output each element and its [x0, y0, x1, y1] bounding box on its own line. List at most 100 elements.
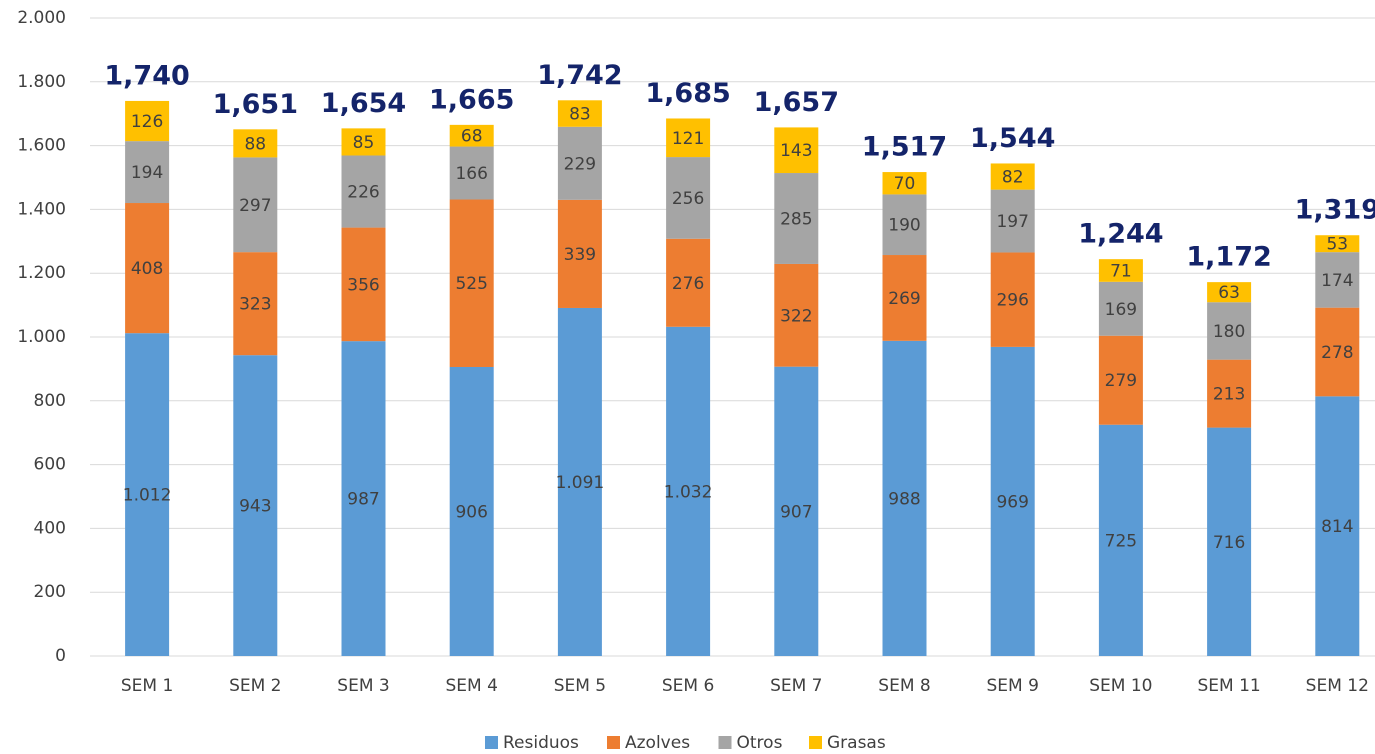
data-label: 226 [347, 183, 379, 203]
data-label: 194 [131, 163, 163, 183]
total-label: 1,517 [862, 132, 947, 163]
data-label: 88 [244, 134, 266, 154]
bar-segment [557, 100, 602, 127]
bar-segment [449, 124, 494, 147]
bar-segment [774, 173, 819, 264]
legend-swatch [485, 736, 498, 749]
data-label: 126 [131, 112, 163, 132]
data-label: 1.012 [123, 486, 172, 506]
bar-segment [1098, 259, 1143, 282]
x-tick-label: SEM 12 [1306, 676, 1369, 696]
bar-segment [449, 146, 494, 200]
bar-segment [1315, 396, 1360, 656]
data-label: 408 [131, 259, 163, 279]
x-tick-label: SEM 4 [445, 676, 497, 696]
data-label: 174 [1321, 271, 1353, 291]
bar-segment [233, 252, 278, 356]
data-label: 323 [239, 295, 271, 315]
x-tick-label: SEM 10 [1089, 676, 1152, 696]
legend-swatch [718, 736, 732, 749]
x-tick-label: SEM 1 [121, 676, 173, 696]
data-label: 71 [1110, 261, 1132, 281]
bar-segment [341, 128, 386, 156]
x-tick-label: SEM 7 [770, 676, 822, 696]
data-label: 907 [780, 502, 812, 522]
x-tick-label: SEM 11 [1197, 676, 1260, 696]
data-label: 278 [1321, 343, 1353, 363]
bar-segment [666, 326, 711, 656]
bar-segment [557, 199, 602, 308]
bar-segment [666, 118, 711, 158]
data-label: 53 [1326, 235, 1348, 255]
data-label: 256 [672, 189, 704, 209]
data-label: 1.032 [664, 482, 713, 502]
bar-segment [882, 340, 927, 656]
bar-segment [1315, 252, 1360, 308]
total-label: 1,742 [537, 60, 622, 91]
data-label: 814 [1321, 517, 1353, 537]
total-label: 1,244 [1078, 219, 1163, 250]
total-label: 1,665 [429, 84, 514, 115]
bar-segment [449, 366, 494, 656]
y-tick-label: 1.800 [17, 72, 66, 92]
x-tick-label: SEM 5 [554, 676, 606, 696]
bar-segment [125, 203, 170, 334]
bar-segment [1098, 335, 1143, 425]
bar-segment [233, 129, 278, 158]
total-label: 1,172 [1186, 242, 1271, 273]
bar-segment [882, 194, 927, 256]
bar-segment [1207, 427, 1252, 656]
bar-segment [1098, 281, 1143, 336]
data-label: 339 [564, 245, 596, 265]
bar-segment [557, 126, 602, 200]
bar-segment [774, 263, 819, 367]
data-label: 988 [888, 489, 920, 509]
y-tick-label: 0 [55, 646, 66, 666]
total-label: 1,657 [754, 87, 839, 118]
x-tick-label: SEM 2 [229, 676, 281, 696]
data-label: 68 [461, 127, 483, 147]
y-tick-label: 1.600 [17, 136, 66, 156]
bar-segment [1207, 302, 1252, 360]
y-tick-label: 200 [34, 582, 66, 602]
x-tick-label: SEM 9 [986, 676, 1038, 696]
legend-label: Grasas [827, 733, 886, 753]
bar-segment [990, 346, 1035, 656]
bar-segment [125, 100, 170, 142]
data-label: 190 [888, 216, 920, 236]
bar-segment [1315, 307, 1360, 397]
total-label: 1,740 [104, 60, 189, 91]
data-label: 356 [347, 275, 379, 295]
data-label: 276 [672, 274, 704, 294]
data-label: 322 [780, 306, 812, 326]
y-tick-label: 1.200 [17, 263, 66, 283]
data-label: 279 [1105, 371, 1137, 391]
bar-segment [882, 255, 927, 341]
total-label: 1,544 [970, 123, 1055, 154]
legend-swatch [809, 736, 822, 749]
data-label: 169 [1105, 300, 1137, 320]
total-label: 1,319 [1295, 195, 1375, 226]
data-label: 229 [564, 154, 596, 174]
bar-segment [449, 199, 494, 367]
y-tick-label: 800 [34, 391, 66, 411]
x-tick-label: SEM 8 [878, 676, 930, 696]
data-label: 166 [455, 164, 487, 184]
data-label: 297 [239, 196, 271, 216]
x-tick-label: SEM 3 [337, 676, 389, 696]
bar-segment [774, 366, 819, 656]
data-label: 1.091 [556, 473, 605, 493]
bar-segment [233, 355, 278, 656]
y-tick-label: 400 [34, 518, 66, 538]
total-label: 1,654 [321, 88, 406, 119]
data-label: 180 [1213, 322, 1245, 342]
data-label: 969 [996, 492, 1028, 512]
legend-label: Residuos [503, 733, 579, 753]
bar-segment [1098, 424, 1143, 656]
y-tick-label: 1.400 [17, 199, 66, 219]
legend-swatch [607, 736, 620, 749]
bar-segment [774, 127, 819, 174]
bar-segment [341, 155, 386, 228]
bar-segment [1315, 235, 1360, 253]
